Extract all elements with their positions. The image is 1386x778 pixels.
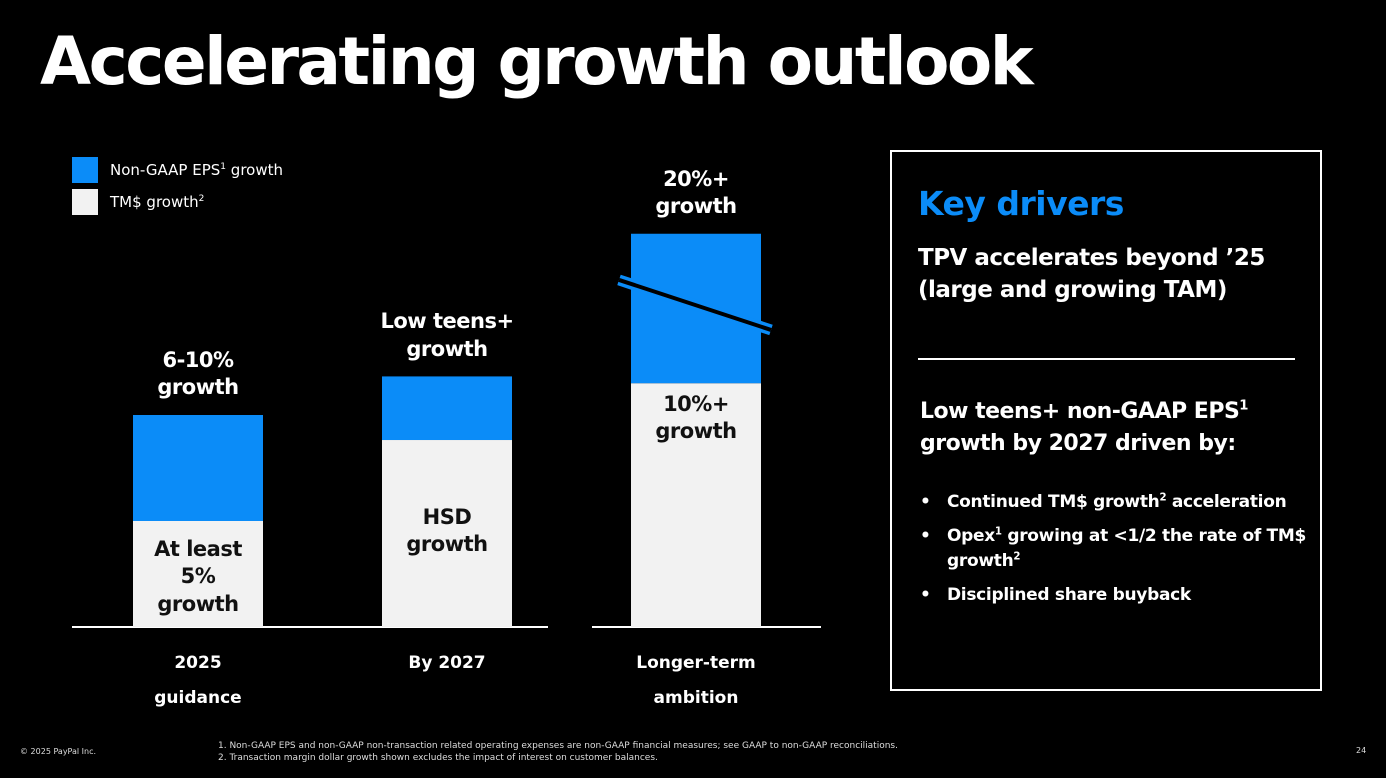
driver-item: • Continued TM$ growth2 acceleration	[920, 490, 1310, 516]
legend-sup-tm: 2	[198, 194, 205, 204]
bar-eps-1	[382, 376, 512, 441]
legend-suffix-eps: growth	[226, 161, 283, 179]
page-title: Accelerating growth outlook	[40, 23, 1034, 100]
bar-tm-2	[631, 383, 761, 627]
bullet-icon: •	[920, 492, 931, 512]
chart-legend: Non-GAAP EPS1 growth TM$ growth2	[72, 156, 283, 220]
page-number: 24	[1356, 746, 1367, 755]
legend-item-eps: Non-GAAP EPS1 growth	[72, 156, 283, 184]
eps-growth-label-0: 6-10% growth	[157, 348, 239, 400]
tm-growth-label-0: At least 5% growth	[154, 537, 242, 616]
key-drivers-divider	[918, 358, 1295, 360]
key-drivers-lead: Low teens+ non-GAAP EPS1 growth by 2027 …	[920, 398, 1248, 456]
driver-item: • Disciplined share buyback	[920, 583, 1310, 609]
copyright: © 2025 PayPal Inc.	[20, 747, 97, 756]
driver-item: • Opex1 growing at <1/2 the rate of TM$ g…	[920, 525, 1306, 572]
tm-growth-label-1: HSD growth	[406, 504, 488, 556]
legend-sup-eps: 1	[220, 162, 227, 172]
footnotes: 1. Non-GAAP EPS and non-GAAP non-transac…	[218, 740, 898, 764]
legend-label-tm: TM$ growth	[110, 193, 199, 211]
footnote-1: 1. Non-GAAP EPS and non-GAAP non-transac…	[218, 741, 898, 751]
category-label-2: Longer-term ambition	[636, 653, 756, 708]
legend-swatch-tm	[72, 189, 98, 215]
eps-growth-label-1: Low teens+ growth	[380, 309, 514, 361]
bar-tm-1	[382, 440, 512, 627]
legend-swatch-eps	[72, 157, 98, 183]
key-drivers-panel: Key drivers TPV accelerates beyond ’25 (…	[890, 150, 1322, 691]
key-drivers-subtitle: TPV accelerates beyond ’25 (large and gr…	[918, 245, 1265, 304]
category-label-1: By 2027	[408, 653, 486, 673]
bullet-icon: •	[920, 525, 931, 546]
key-drivers-title: Key drivers	[918, 184, 1124, 223]
axis-break-icon	[617, 274, 773, 336]
category-label-0: 2025 guidance	[154, 653, 242, 708]
footnote-2: 2. Transaction margin dollar growth show…	[218, 753, 658, 764]
bar-tm-0	[133, 521, 263, 627]
legend-label-eps: Non-GAAP EPS	[110, 161, 221, 179]
stacked-bar-chart	[72, 233, 821, 628]
eps-growth-label-2: 20%+ growth	[655, 166, 737, 219]
bullet-icon: •	[920, 584, 931, 605]
legend-item-tm: TM$ growth2	[72, 188, 283, 216]
bar-eps-0	[133, 415, 263, 521]
tm-growth-label-2: 10%+ growth	[655, 392, 737, 444]
key-drivers-list: • Continued TM$ growth2 acceleration • Ope…	[920, 490, 1310, 616]
